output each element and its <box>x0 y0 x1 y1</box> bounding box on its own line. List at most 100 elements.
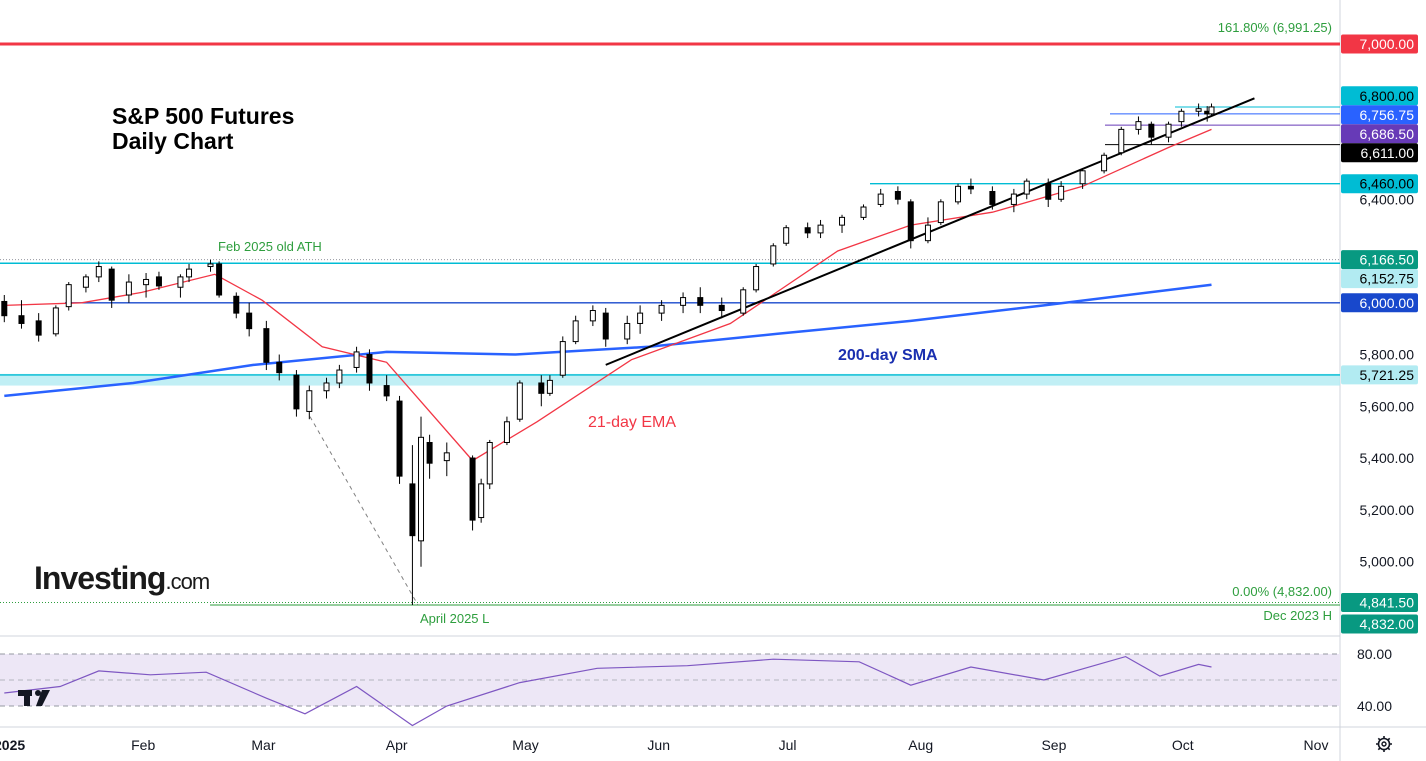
candle <box>624 315 631 345</box>
candle <box>108 266 115 308</box>
candle <box>216 261 223 298</box>
candle-body <box>924 224 931 242</box>
price-axis-tick: 5,200.00 <box>1360 502 1415 518</box>
investing-logo-suffix: .com <box>165 569 209 594</box>
candle-body <box>817 224 824 234</box>
price-badge-bg <box>1341 269 1418 289</box>
price-badge-bg <box>1341 593 1418 613</box>
candle <box>538 375 545 407</box>
candle-body <box>740 289 747 314</box>
investing-logo: Investing.com <box>34 560 210 596</box>
tradingview-logo-icon <box>18 690 50 706</box>
candle <box>680 292 687 314</box>
candle-body <box>989 190 996 205</box>
price-badge: 4,841.50 <box>1341 593 1418 613</box>
candle <box>602 307 609 347</box>
candle <box>35 313 42 342</box>
candle <box>1178 108 1185 127</box>
price-axis-tick: 5,800.00 <box>1360 347 1415 363</box>
candle-body <box>52 307 59 335</box>
price-badge: 6,611.00 <box>1341 143 1418 163</box>
candle-body <box>1208 106 1215 115</box>
candle-body <box>353 351 360 368</box>
price-axis-tick: 5,000.00 <box>1360 554 1415 570</box>
candle-body <box>293 374 300 410</box>
candle-body <box>486 441 493 485</box>
price-badge: 6,800.00 <box>1341 86 1418 106</box>
price-badge: 6,686.50 <box>1341 124 1418 144</box>
candle <box>186 263 193 283</box>
candle-body <box>589 310 596 322</box>
candle <box>658 300 665 321</box>
candle-body <box>323 382 330 392</box>
rsi-line <box>4 655 1212 727</box>
price-badge-bg <box>1341 34 1418 54</box>
candle <box>1010 188 1017 213</box>
candle <box>546 375 553 396</box>
candle-body <box>538 382 545 394</box>
candle <box>839 214 846 233</box>
candle-body <box>637 312 644 324</box>
price-badge: 5,721.25 <box>1341 365 1418 385</box>
chart-title-line1: S&P 500 Futures <box>112 103 294 129</box>
price-badges: 7,000.00 6,800.00 6,756.75 6,686.50 6,611.00… <box>1341 34 1418 634</box>
price-badge-bg <box>1341 105 1418 125</box>
candle <box>443 442 450 477</box>
candle <box>1 295 8 323</box>
candle <box>263 320 270 371</box>
candle <box>478 478 485 523</box>
time-axis-label: Jun <box>647 737 670 753</box>
candle <box>1165 121 1172 143</box>
candle-body <box>1079 170 1086 185</box>
candle <box>718 297 725 319</box>
candle <box>306 385 313 420</box>
support-zone-5721 <box>0 373 1340 386</box>
price-axis-tick: 5,600.00 <box>1360 398 1415 414</box>
price-badge: 4,832.00 <box>1341 614 1418 634</box>
ema-21-line <box>4 128 1212 462</box>
price-badge-bg <box>1341 143 1418 163</box>
price-badge-text: 4,832.00 <box>1360 616 1415 632</box>
price-badge-bg <box>1341 86 1418 106</box>
candle-body <box>186 268 193 278</box>
price-badge-text: 6,800.00 <box>1360 88 1415 104</box>
candle <box>770 243 777 267</box>
candle-body <box>718 304 725 312</box>
candle-body <box>783 227 790 244</box>
candle <box>18 300 25 329</box>
candle-body <box>155 276 162 287</box>
candle-body <box>82 276 89 288</box>
settings-gear-icon[interactable] <box>1376 736 1392 752</box>
candle-body <box>1195 108 1202 112</box>
investing-logo-brand: Investing <box>34 560 165 596</box>
candle <box>967 178 974 195</box>
price-axis-tick: 5,400.00 <box>1360 450 1415 466</box>
price-badge-text: 5,721.25 <box>1360 367 1415 383</box>
candle <box>82 274 89 293</box>
candle-body <box>366 354 373 384</box>
candle-body <box>108 268 115 301</box>
price-badge-text: 6,686.50 <box>1360 126 1415 142</box>
time-axis-label: May <box>512 737 538 753</box>
candle-body <box>839 216 846 226</box>
candle-body <box>443 452 450 462</box>
candle-body <box>1023 180 1030 195</box>
candle-body <box>1118 128 1125 154</box>
candle-body <box>770 245 777 265</box>
time-axis-label: Sep <box>1041 737 1066 753</box>
candle <box>1135 116 1142 135</box>
candle-body <box>409 483 416 537</box>
candle <box>817 219 824 239</box>
rsi-axis-tick: 40.00 <box>1357 698 1392 714</box>
time-axis-label: 2025 <box>0 737 25 753</box>
price-badge-text: 4,841.50 <box>1360 595 1415 611</box>
candle <box>783 225 790 246</box>
candle-body <box>207 263 214 268</box>
candle <box>637 305 644 334</box>
candle-body <box>658 304 665 314</box>
candle <box>1079 168 1086 189</box>
candle-body <box>18 315 25 324</box>
price-badge-text: 6,460.00 <box>1360 176 1415 192</box>
candle <box>937 199 944 226</box>
